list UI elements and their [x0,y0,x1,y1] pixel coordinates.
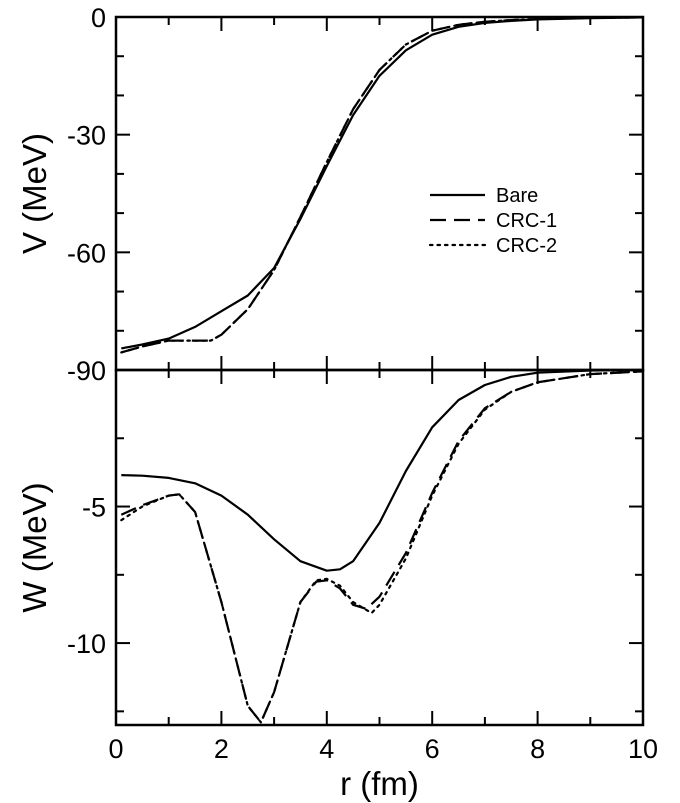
legend: Bare CRC-1 CRC-2 [428,185,557,257]
plot-frame [114,368,645,727]
x-tick-label: 0 [108,734,123,764]
x-tick-label: 8 [530,734,545,764]
series-line-crc-2 [120,370,645,724]
legend-label-crc-2: CRC-2 [496,235,557,257]
x-axis-title: r (fm) [340,765,419,802]
y-tick-label: -30 [67,121,106,151]
series-line-crc-1 [121,16,644,354]
y-tick-label: -60 [67,238,106,268]
x-tick-label: 6 [425,734,440,764]
y-axis-title: W (MeV) [16,482,53,612]
series-line-bare [121,368,644,572]
y-axis-title: V (MeV) [16,133,53,254]
y-tick-label: -90 [67,356,106,386]
y-tick-label: 0 [91,3,106,33]
series-line-crc-1 [120,370,644,724]
bottom-panel-w-potential: -5 -10 0 2 4 6 8 10 W (MeV) r (fm) [16,368,658,802]
x-tick-label: 2 [214,734,229,764]
x-tick-label: 10 [628,734,658,764]
y-tick-label: -5 [82,493,106,523]
legend-label-bare: Bare [496,185,538,207]
top-panel-v-potential: 0 -30 -60 -90 V (MeV) [16,3,645,386]
legend-label-crc-1: CRC-1 [496,210,557,232]
y-tick-label: -10 [67,629,106,659]
x-tick-label: 4 [319,734,334,764]
series-line-crc-2 [120,16,645,354]
